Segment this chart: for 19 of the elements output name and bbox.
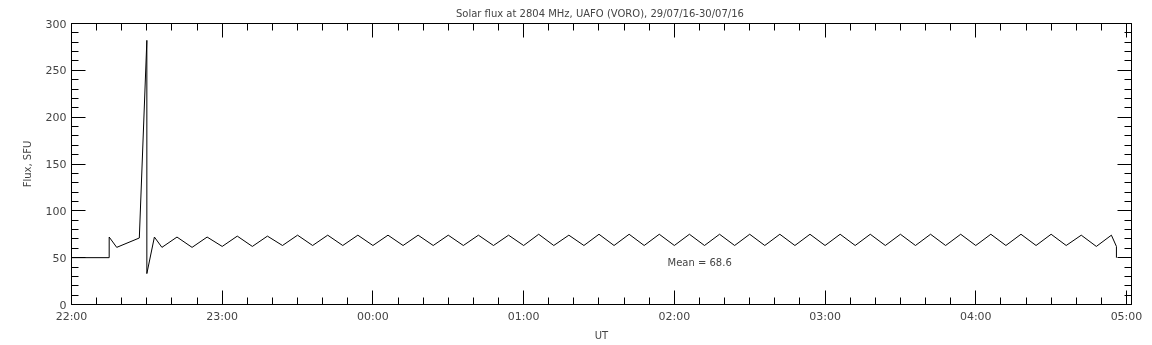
x-tick-label: 05:00 <box>1110 309 1143 323</box>
x-tick-label: 03:00 <box>809 309 841 323</box>
x-tick-label: 22:00 <box>55 309 88 323</box>
y-tick-label: 0 <box>59 298 67 312</box>
y-tick-label: 300 <box>45 17 67 31</box>
x-tick-label: 02:00 <box>658 309 691 323</box>
y-axis-title: Flux, SFU <box>21 140 33 188</box>
annotation: Mean = 68.6 <box>667 256 732 268</box>
y-tick-label: 100 <box>45 204 67 218</box>
y-tick-label: 200 <box>45 111 67 125</box>
y-tick-label: 250 <box>45 64 67 78</box>
x-axis-title: UT <box>594 329 610 341</box>
x-tick-label: 04:00 <box>959 309 992 323</box>
x-tick-label: 23:00 <box>206 309 239 323</box>
x-tick-label: 01:00 <box>507 309 540 323</box>
y-tick-label: 150 <box>45 158 67 171</box>
y-tick-label: 50 <box>52 251 67 265</box>
chart-title: Solar flux at 2804 MHz, UAFO (VORO), 29/07/16-30/07/16 <box>455 7 744 19</box>
x-tick-label: 00:00 <box>357 309 389 323</box>
